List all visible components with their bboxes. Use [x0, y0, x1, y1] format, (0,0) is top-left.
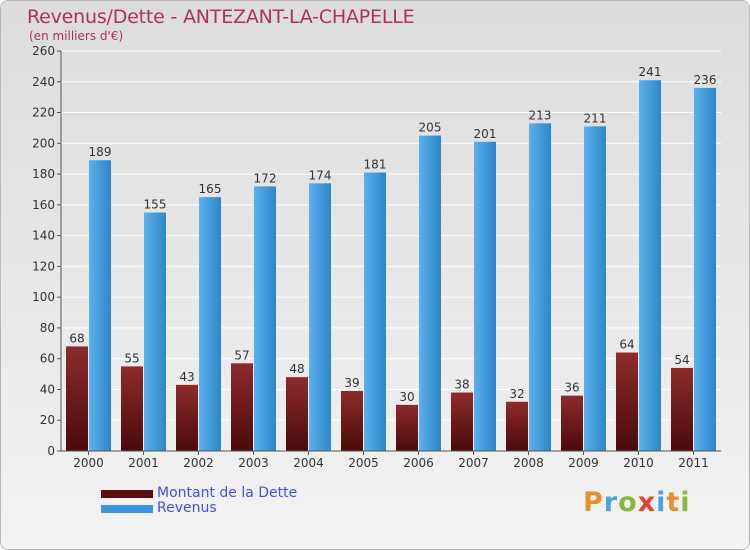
bar-dette — [121, 366, 143, 451]
data-label-revenus: 181 — [364, 158, 387, 172]
x-tick-label: 2003 — [238, 456, 269, 470]
bar-revenus — [309, 183, 331, 452]
data-label-dette: 57 — [234, 348, 249, 362]
bar-revenus — [364, 172, 386, 452]
bar-revenus — [419, 135, 441, 451]
y-tick-label: 160 — [32, 198, 55, 212]
logo-letter: P — [583, 487, 604, 518]
x-tick-label: 2006 — [403, 456, 434, 470]
y-tick-label: 180 — [32, 167, 55, 181]
data-label-dette: 55 — [124, 351, 139, 365]
logo-letter: i — [680, 487, 691, 518]
data-label-revenus: 172 — [254, 171, 277, 185]
bar-revenus — [254, 186, 276, 451]
data-label-dette: 30 — [399, 390, 414, 404]
bar-revenus — [694, 87, 716, 451]
y-tick-label: 260 — [32, 44, 55, 58]
bar-revenus — [89, 160, 111, 451]
data-label-revenus: 241 — [639, 65, 662, 79]
data-label-dette: 68 — [69, 331, 84, 345]
bar-dette — [616, 352, 638, 451]
legend-label-revenus: Revenus — [157, 500, 217, 516]
data-label-revenus: 213 — [529, 108, 552, 122]
bar-revenus — [474, 141, 496, 451]
x-tick-label: 2000 — [73, 456, 104, 470]
data-label-dette: 64 — [619, 338, 634, 352]
bar-dette — [176, 384, 198, 451]
logo-letter: x — [637, 487, 657, 518]
x-tick-label: 2005 — [348, 456, 379, 470]
bar-dette — [506, 401, 528, 451]
bar-dette — [451, 392, 473, 451]
chart-subtitle: (en milliers d'€) — [29, 29, 124, 43]
legend-swatch-revenus — [101, 505, 153, 513]
bar-dette — [341, 391, 363, 451]
bar-dette — [561, 395, 583, 451]
data-label-dette: 39 — [344, 376, 359, 390]
data-label-revenus: 155 — [144, 198, 167, 212]
y-tick-label: 20 — [40, 413, 55, 427]
data-label-revenus: 236 — [694, 73, 717, 87]
y-tick-label: 100 — [32, 290, 55, 304]
x-tick-label: 2011 — [678, 456, 709, 470]
data-label-revenus: 165 — [199, 182, 222, 196]
bar-revenus — [529, 123, 551, 452]
y-tick-label: 200 — [32, 136, 55, 150]
y-tick-label: 140 — [32, 229, 55, 243]
y-tick-label: 80 — [40, 321, 55, 335]
bar-dette — [396, 404, 418, 451]
x-tick-label: 2010 — [623, 456, 654, 470]
bar-revenus — [199, 197, 221, 451]
y-tick-label: 220 — [32, 106, 55, 120]
y-tick-label: 120 — [32, 259, 55, 273]
x-tick-label: 2008 — [513, 456, 544, 470]
y-tick-label: 60 — [40, 352, 55, 366]
data-label-dette: 38 — [454, 378, 469, 392]
y-tick-label: 40 — [40, 382, 55, 396]
y-tick-label: 0 — [47, 444, 55, 458]
bar-revenus — [584, 126, 606, 451]
x-tick-label: 2001 — [128, 456, 159, 470]
x-tick-label: 2002 — [183, 456, 214, 470]
data-label-dette: 32 — [509, 387, 524, 401]
x-tick-label: 2004 — [293, 456, 324, 470]
bar-revenus — [639, 80, 661, 451]
data-label-revenus: 174 — [309, 168, 332, 182]
data-label-revenus: 201 — [474, 127, 497, 141]
data-label-revenus: 205 — [419, 121, 442, 135]
data-label-revenus: 211 — [584, 111, 607, 125]
bar-revenus — [144, 212, 166, 451]
data-label-dette: 43 — [179, 370, 194, 384]
logo-letter: i — [656, 487, 667, 518]
proxiti-logo: Proxiti — [583, 487, 691, 518]
logo-letter: r — [603, 487, 619, 518]
data-label-dette: 54 — [674, 353, 689, 367]
chart-title: Revenus/Dette - ANTEZANT-LA-CHAPELLE — [27, 6, 415, 28]
x-tick-label: 2007 — [458, 456, 489, 470]
logo-letter: o — [618, 487, 638, 518]
data-label-dette: 48 — [289, 362, 304, 376]
legend-swatch-dette — [101, 490, 153, 498]
x-tick-label: 2009 — [568, 456, 599, 470]
y-tick-label: 240 — [32, 75, 55, 89]
logo-letter: t — [666, 487, 681, 518]
legend-label-dette: Montant de la Dette — [157, 485, 298, 501]
bar-dette — [231, 363, 253, 451]
data-label-revenus: 189 — [89, 145, 112, 159]
data-label-dette: 36 — [564, 381, 579, 395]
bar-dette — [286, 377, 308, 451]
bar-dette — [66, 346, 88, 451]
bar-dette — [671, 367, 693, 451]
